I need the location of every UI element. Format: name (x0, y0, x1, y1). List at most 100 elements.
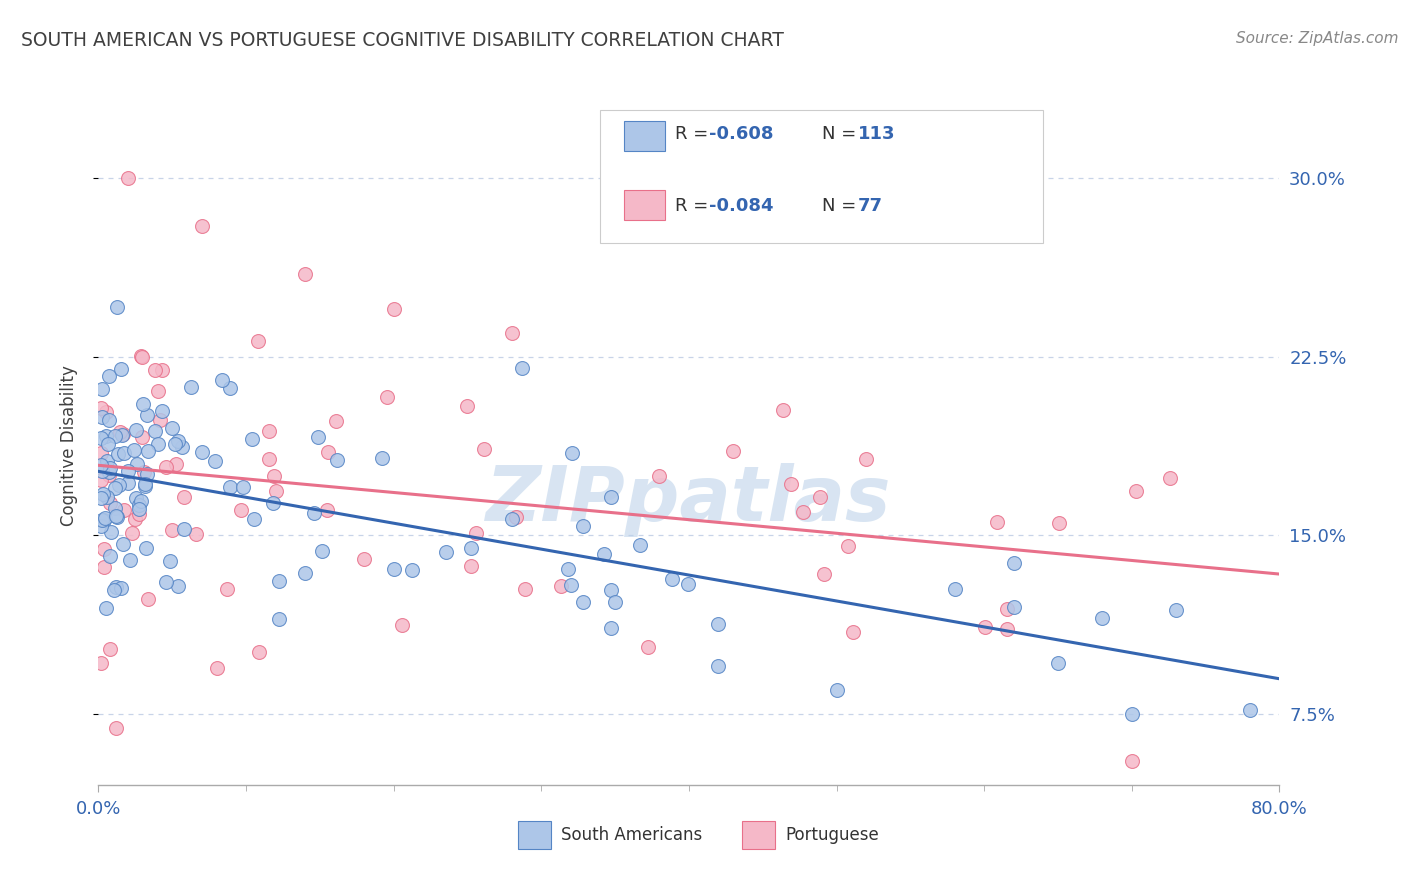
Point (974, 620, 997, 634)
Point (464, 526, 486, 541)
Point (97, 468, 120, 483)
Point (90, 656, 112, 670)
Point (104, 429, 127, 443)
Point (505, 509, 527, 524)
Point (132, 397, 155, 411)
Point (128, 501, 150, 516)
Point (90, 458, 112, 472)
Point (264, 483, 287, 498)
Point (561, 446, 583, 460)
Point (136, 444, 159, 458)
Point (97, 437, 120, 451)
Point (131, 349, 153, 363)
Point (813, 567, 835, 582)
Y-axis label: Cognitive Disability: Cognitive Disability (59, 366, 77, 526)
Point (304, 506, 326, 520)
Point (510, 360, 533, 375)
Point (599, 621, 621, 635)
Text: Source: ZipAtlas.com: Source: ZipAtlas.com (1236, 31, 1399, 46)
Point (143, 363, 166, 377)
Point (105, 580, 128, 594)
Point (263, 468, 285, 483)
Text: ZIPpatlas: ZIPpatlas (486, 463, 891, 537)
Point (637, 640, 659, 654)
Point (100, 525, 122, 540)
Point (90, 401, 112, 415)
Point (1002, 556, 1025, 570)
Point (111, 428, 134, 442)
Point (104, 481, 127, 495)
Point (707, 616, 730, 631)
Point (131, 430, 153, 444)
Point (247, 334, 270, 349)
Point (103, 582, 125, 597)
Point (648, 468, 671, 483)
Point (159, 554, 181, 568)
Point (1159, 470, 1181, 484)
Point (162, 523, 183, 537)
Point (676, 576, 699, 591)
Point (382, 302, 405, 317)
Point (111, 536, 134, 550)
Point (599, 491, 621, 505)
Point (325, 414, 347, 428)
Point (723, 443, 745, 458)
Point (90, 491, 112, 505)
Point (600, 583, 623, 598)
Point (294, 267, 316, 281)
Point (143, 424, 166, 438)
Point (94, 511, 117, 525)
Point (294, 566, 316, 580)
Point (191, 219, 214, 233)
Point (105, 300, 128, 314)
Point (146, 437, 169, 451)
Point (1047, 516, 1070, 531)
Point (173, 490, 195, 504)
Point (118, 553, 141, 567)
Point (211, 373, 233, 387)
Point (219, 480, 242, 494)
Point (107, 478, 129, 492)
Point (135, 541, 157, 555)
Point (96, 601, 118, 615)
Point (1091, 611, 1114, 625)
Point (90, 474, 112, 488)
Point (162, 421, 183, 435)
Point (257, 452, 280, 467)
Point (167, 578, 190, 592)
Point (307, 429, 329, 443)
Point (391, 617, 413, 632)
Point (592, 547, 614, 561)
Text: -0.608: -0.608 (709, 126, 773, 144)
Point (155, 575, 177, 590)
Point (205, 661, 228, 675)
Point (513, 582, 536, 596)
Point (249, 645, 271, 659)
Point (311, 544, 333, 558)
Point (91, 513, 114, 527)
Point (90, 464, 112, 478)
Point (215, 582, 238, 596)
Point (855, 451, 877, 466)
Point (136, 591, 159, 606)
Point (1002, 599, 1025, 614)
FancyBboxPatch shape (624, 120, 665, 151)
Point (229, 503, 252, 517)
Point (173, 522, 195, 536)
Point (1047, 656, 1070, 670)
FancyBboxPatch shape (600, 111, 1043, 243)
Point (460, 558, 482, 573)
Point (401, 563, 423, 577)
Point (560, 578, 582, 592)
Point (96, 429, 118, 443)
Point (91, 487, 114, 501)
Point (371, 450, 394, 465)
Point (1166, 603, 1188, 617)
Point (353, 552, 375, 566)
Point (457, 399, 479, 413)
Point (267, 574, 290, 588)
Point (136, 408, 159, 422)
FancyBboxPatch shape (517, 821, 551, 849)
Point (661, 573, 683, 587)
Text: Portuguese: Portuguese (786, 826, 880, 844)
